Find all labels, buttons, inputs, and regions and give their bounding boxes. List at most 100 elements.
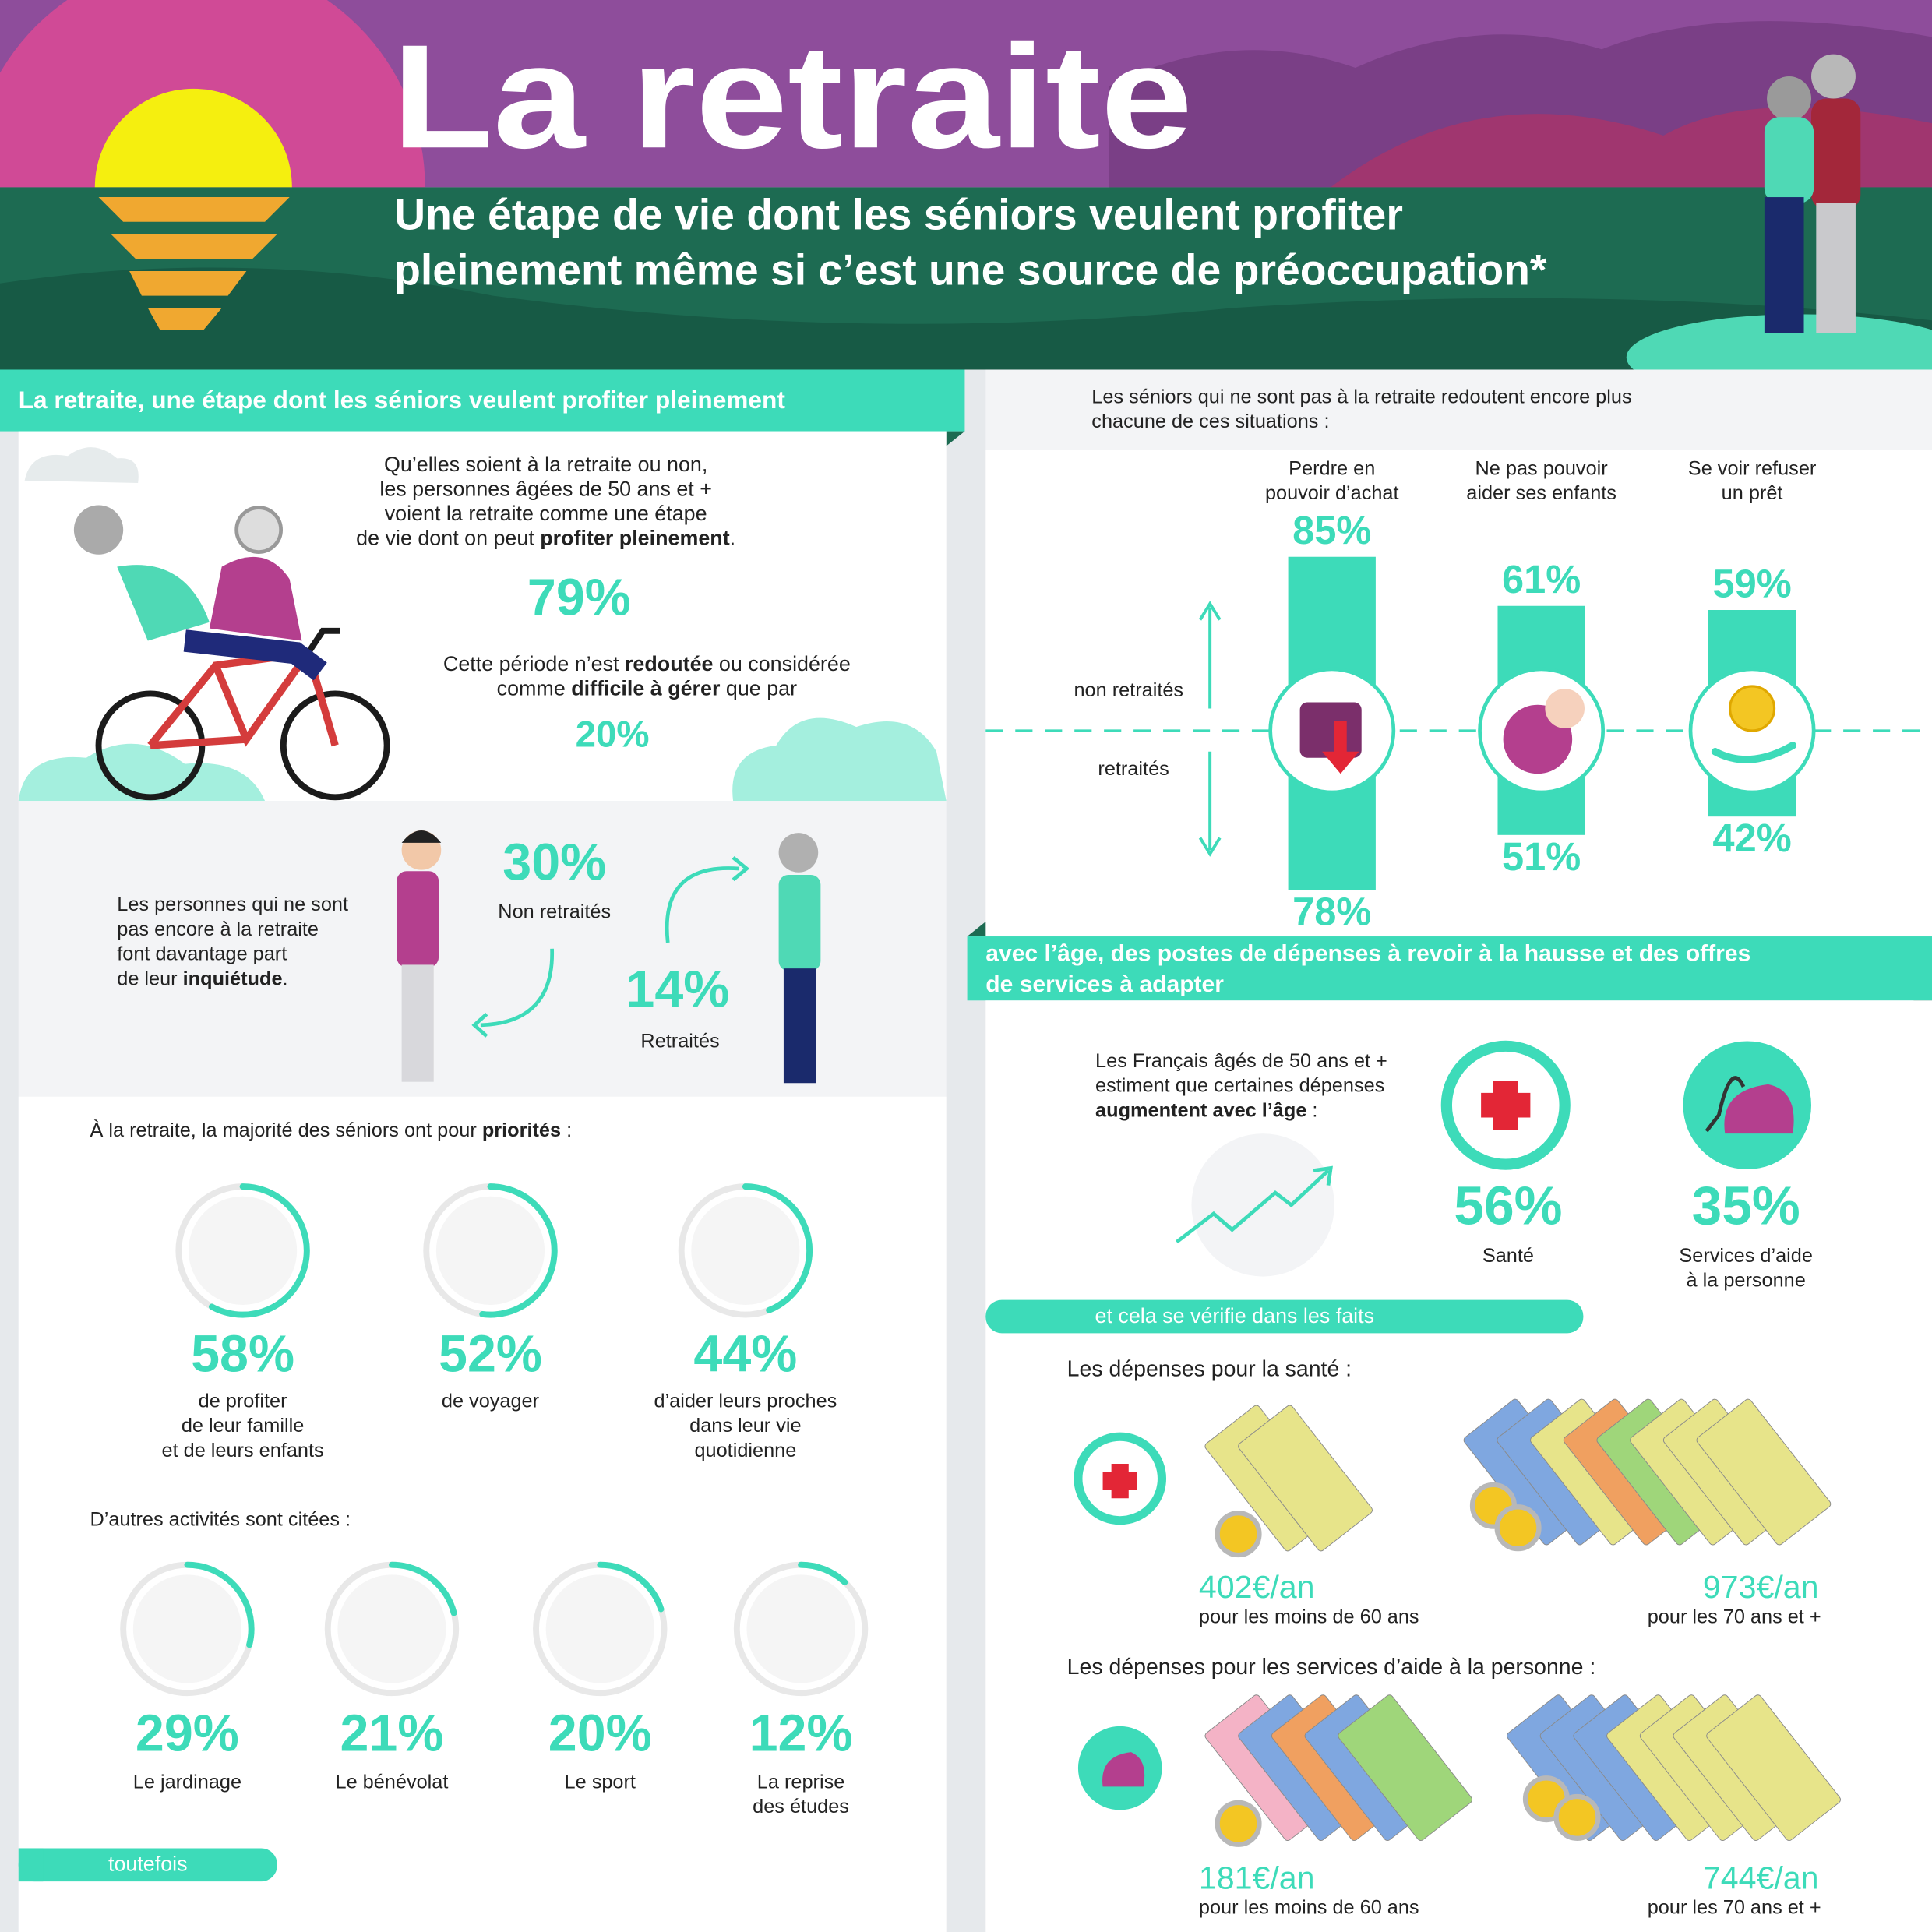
body xyxy=(397,871,439,968)
text-line: estiment que certaines dépenses xyxy=(1095,1075,1384,1097)
ring-arc xyxy=(389,1561,457,1616)
column-label: aider ses enfants xyxy=(1466,482,1616,504)
stat: 58% xyxy=(191,1326,294,1384)
value-label: 78% xyxy=(1292,890,1371,934)
wheel xyxy=(280,690,390,801)
text-line: font davantage part xyxy=(117,943,287,964)
amount-label: pour les 70 ans et + xyxy=(1648,1606,1821,1627)
cloud xyxy=(18,743,266,802)
ring-arc xyxy=(798,1561,848,1585)
text-segment: comme xyxy=(497,677,572,700)
icon-bg xyxy=(435,1196,545,1305)
section-heading-bar xyxy=(967,936,1932,1001)
column-label: Ne pas pouvoir xyxy=(1475,457,1608,479)
legs xyxy=(401,964,434,1082)
bold-text: priorités xyxy=(482,1119,561,1141)
ring-arc xyxy=(184,1561,255,1648)
text-segment: : xyxy=(561,1119,572,1141)
stat-label: Le sport xyxy=(565,1771,636,1793)
stat: 14% xyxy=(626,961,729,1018)
rider-legs xyxy=(183,629,327,681)
stat-label: Retraités xyxy=(640,1031,719,1052)
amount-label: pour les moins de 60 ans xyxy=(1199,1606,1419,1627)
subsection-title: Les dépenses pour la santé : xyxy=(1067,1356,1352,1381)
axis-label: non retraités xyxy=(1074,679,1183,701)
axis-arrows xyxy=(1198,601,1222,857)
couple xyxy=(1764,54,1861,333)
text-line: Qu’elles soient à la retraite ou non, xyxy=(384,453,707,476)
head xyxy=(778,833,819,873)
stat: 30% xyxy=(502,834,606,891)
amount: 402€/an xyxy=(1199,1569,1315,1605)
ring-arc xyxy=(209,1183,310,1318)
hair xyxy=(401,830,442,843)
pill-label: toutefois xyxy=(108,1853,188,1876)
pill xyxy=(985,1299,1584,1334)
stat-label: Le jardinage xyxy=(133,1771,242,1793)
ring-arc xyxy=(479,1183,558,1318)
body xyxy=(778,874,821,971)
body xyxy=(1811,98,1861,210)
rider-body xyxy=(209,556,302,641)
icon-bg xyxy=(132,1574,242,1683)
stat: 20% xyxy=(576,714,650,755)
subsection-title: Les dépenses pour les services d’aide à … xyxy=(1067,1655,1596,1680)
stat-label: quotidienne xyxy=(694,1440,796,1461)
amount: 973€/an xyxy=(1703,1569,1819,1605)
legs xyxy=(783,968,816,1084)
text-segment: . xyxy=(283,968,288,989)
head xyxy=(1767,76,1811,121)
bold-text: difficile à gérer xyxy=(571,677,721,700)
sunset xyxy=(0,0,425,188)
stat: 79% xyxy=(527,569,631,626)
banknote xyxy=(1238,1405,1373,1552)
text-line: Les personnes qui ne sont xyxy=(117,894,348,915)
subtitle: pleinement même si c’est une source de p… xyxy=(394,246,1547,294)
down-arrow xyxy=(1322,721,1359,774)
subtitle: Une étape de vie dont les séniors veulen… xyxy=(394,191,1403,239)
banknote xyxy=(1338,1694,1473,1842)
text-line: Les séniors qui ne sont pas à la retrait… xyxy=(1091,386,1631,408)
title: La retraite xyxy=(392,14,1193,179)
bold-text: redoutée xyxy=(625,652,714,675)
pill-label: et cela se vérifie dans les faits xyxy=(1095,1304,1375,1327)
arrow xyxy=(480,948,554,1028)
stat-label: de profiter xyxy=(199,1391,287,1412)
legs xyxy=(1764,197,1804,333)
section-heading: La retraite, une étape dont les séniors … xyxy=(19,386,786,414)
cloud xyxy=(24,447,139,483)
text-segment: Cette période n’est xyxy=(443,652,625,675)
coin xyxy=(1215,1800,1262,1847)
stat: 35% xyxy=(1692,1176,1800,1236)
stat-label: et de leurs enfants xyxy=(162,1440,324,1461)
cloud xyxy=(732,717,947,802)
vacuum xyxy=(1724,1084,1794,1134)
text-line: de vie dont on peut profiter pleinement. xyxy=(356,527,735,550)
ring-arc xyxy=(742,1183,813,1313)
icon-bg xyxy=(337,1574,446,1683)
pill-edge xyxy=(18,1848,44,1882)
arrowhead xyxy=(471,1012,488,1038)
value-label: 51% xyxy=(1502,834,1581,879)
worry-figures xyxy=(397,830,821,1084)
icon-bg xyxy=(188,1196,298,1305)
pill xyxy=(18,1848,277,1882)
baby-face xyxy=(1545,689,1585,728)
icon-bg xyxy=(545,1574,654,1683)
value-label: 61% xyxy=(1502,557,1581,601)
stat: 21% xyxy=(340,1705,443,1763)
text-segment: ou considérée xyxy=(713,652,850,675)
stat: 20% xyxy=(548,1705,652,1763)
arrow xyxy=(665,866,740,943)
text-segment: . xyxy=(730,527,735,550)
hand xyxy=(1711,742,1797,763)
stat-label: à la personne xyxy=(1687,1270,1806,1292)
axis-label: retraités xyxy=(1098,758,1169,780)
body xyxy=(1764,117,1814,203)
text-line: À la retraite, la majorité des séniors o… xyxy=(90,1119,572,1141)
text-line: augmentent avec l’âge : xyxy=(1095,1099,1317,1121)
icon-bg xyxy=(746,1574,855,1683)
coin xyxy=(1215,1511,1262,1558)
value-label: 85% xyxy=(1292,508,1371,552)
